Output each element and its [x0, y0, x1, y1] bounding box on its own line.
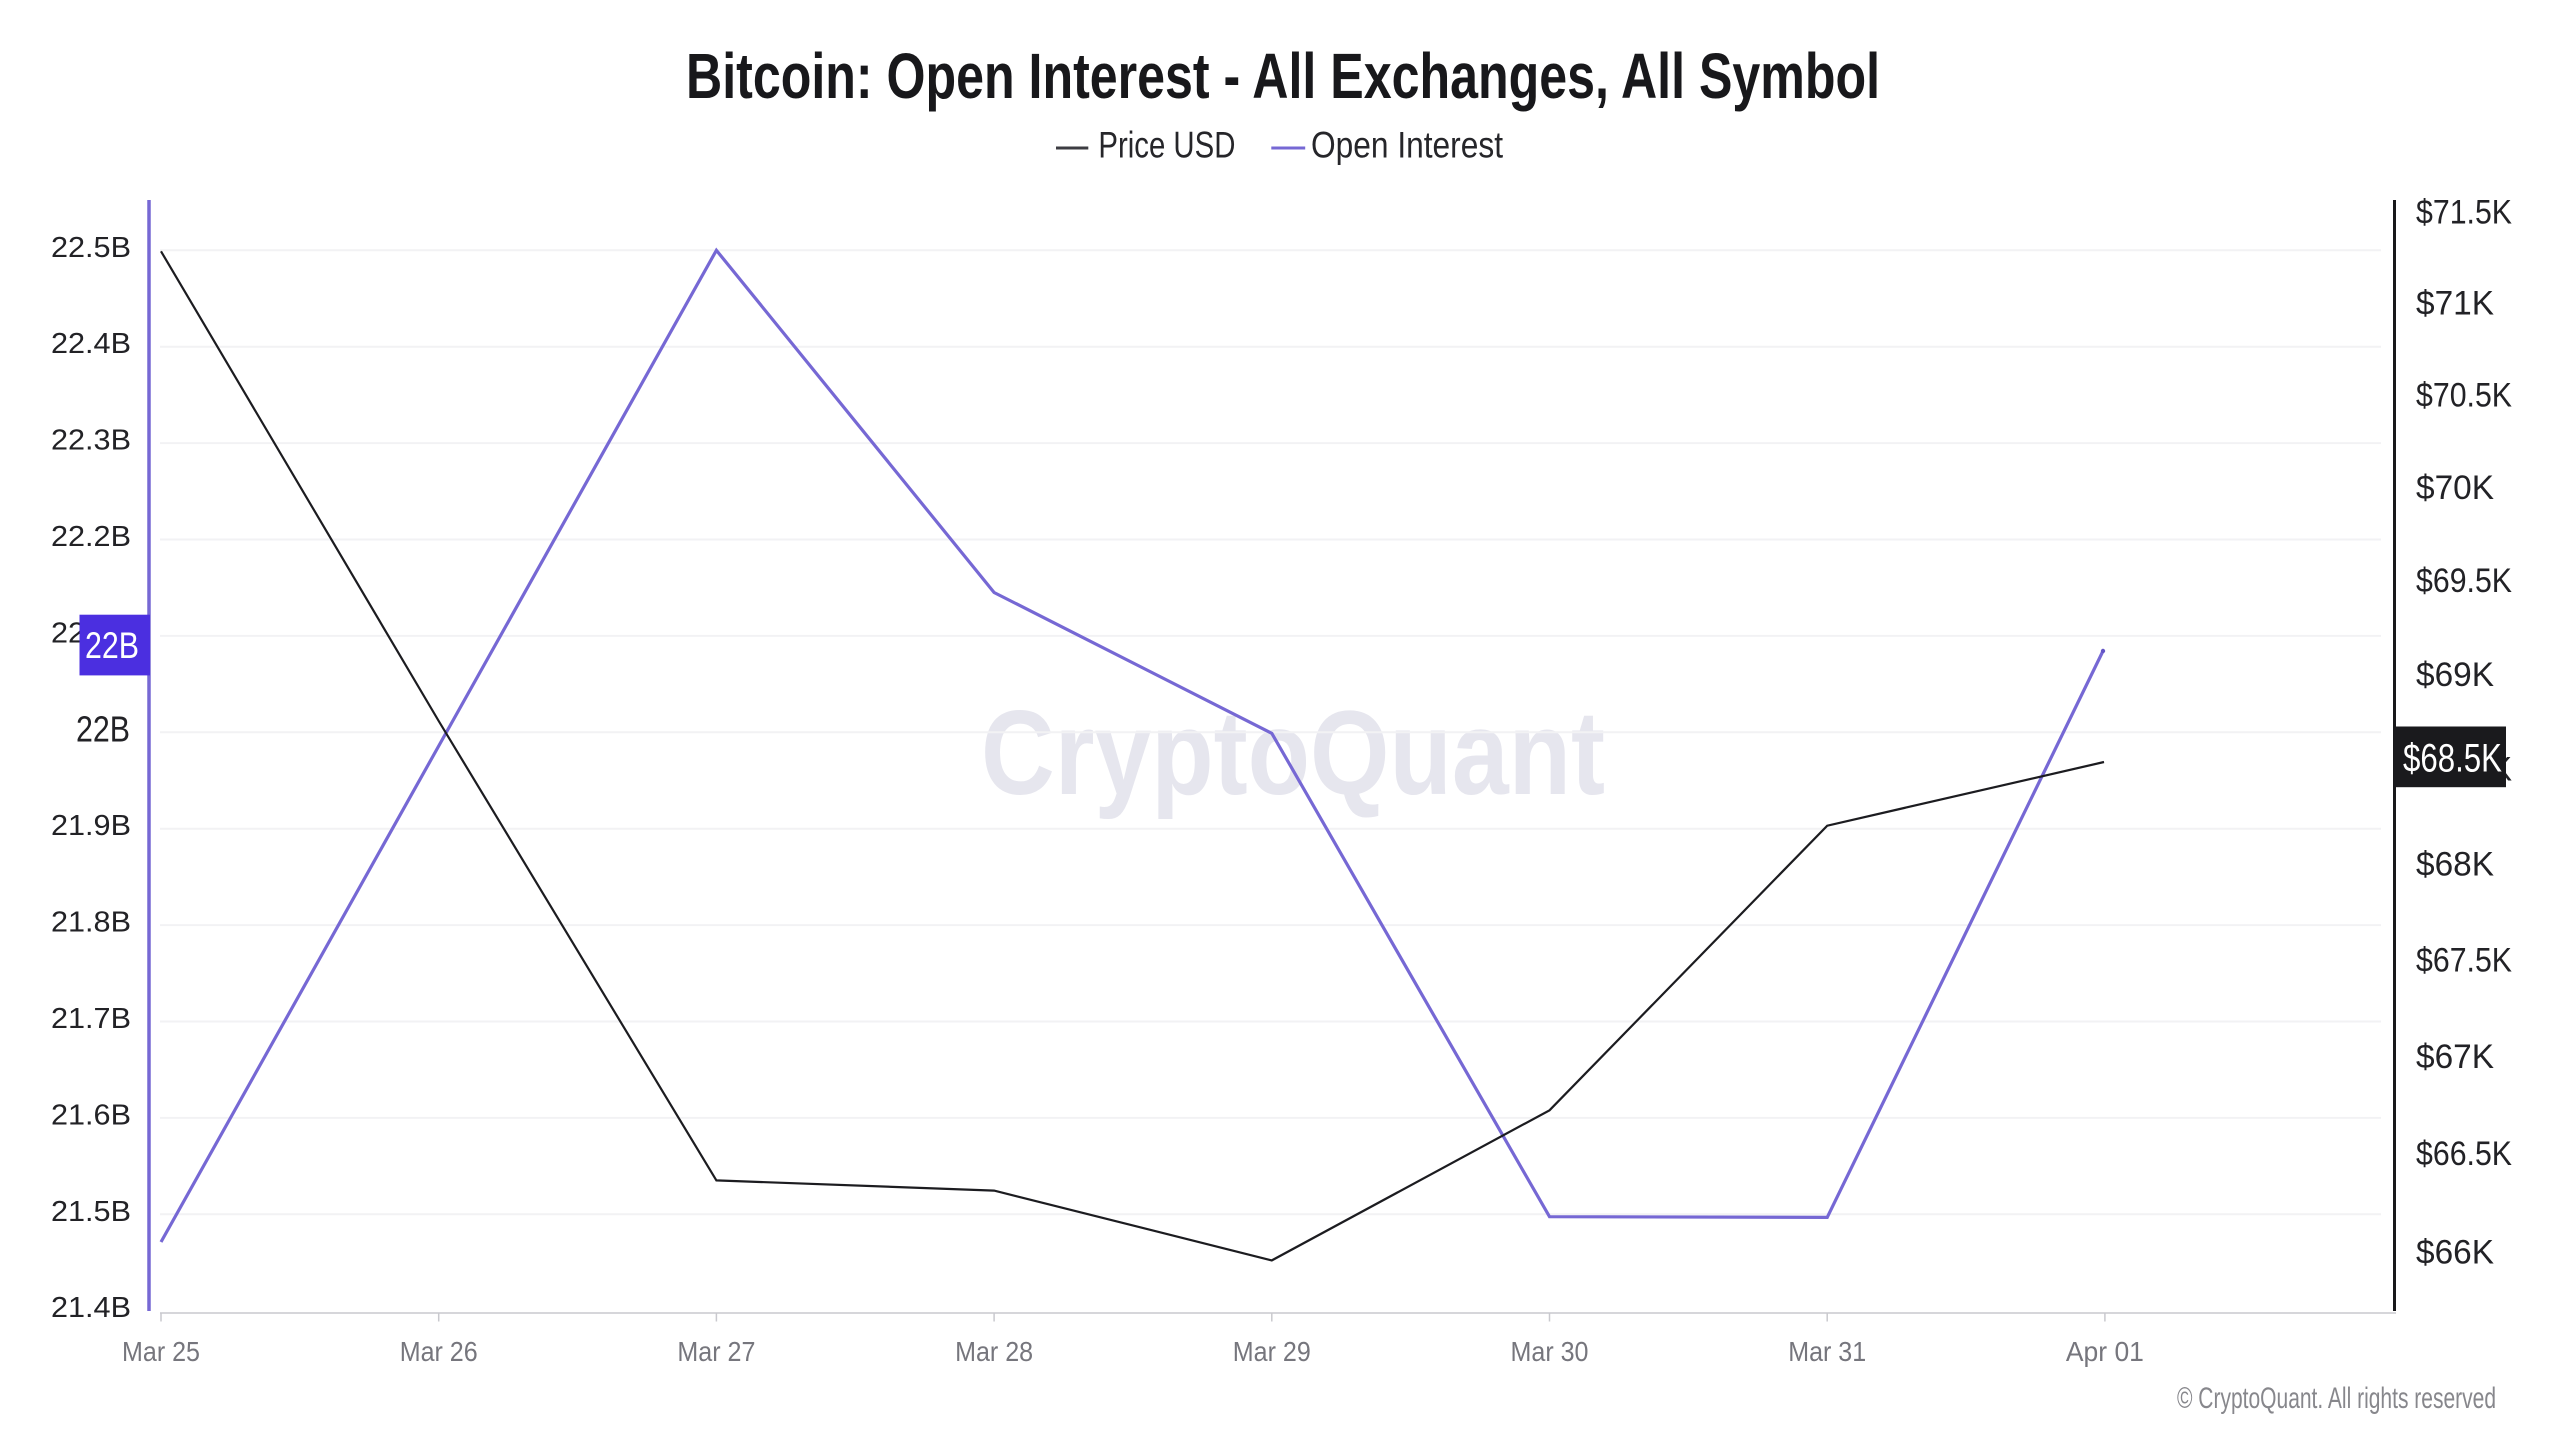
svg-text:$68.5K: $68.5K [2403, 736, 2502, 780]
svg-text:Price USD: Price USD [1098, 125, 1235, 166]
svg-text:Mar 25: Mar 25 [122, 1336, 200, 1367]
svg-text:21.4B: 21.4B [51, 1292, 131, 1324]
svg-text:$71.5K: $71.5K [2416, 193, 2512, 231]
svg-text:21.8B: 21.8B [51, 907, 131, 939]
svg-text:22.2B: 22.2B [51, 521, 131, 553]
svg-text:CryptoQuant: CryptoQuant [981, 686, 1605, 820]
svg-text:$71K: $71K [2416, 285, 2494, 323]
svg-text:Mar 30: Mar 30 [1511, 1336, 1589, 1367]
svg-text:Mar 28: Mar 28 [955, 1336, 1033, 1367]
svg-text:Mar 31: Mar 31 [1788, 1336, 1866, 1367]
svg-text:$68K: $68K [2416, 846, 2494, 884]
svg-text:22B: 22B [76, 708, 130, 749]
svg-text:21.6B: 21.6B [51, 1099, 131, 1131]
svg-text:Apr 01: Apr 01 [2066, 1336, 2144, 1367]
svg-text:$66.5K: $66.5K [2416, 1135, 2512, 1173]
svg-text:$70K: $70K [2416, 469, 2494, 507]
svg-text:21.7B: 21.7B [51, 1003, 131, 1035]
svg-text:21.5B: 21.5B [51, 1196, 131, 1228]
svg-text:© CryptoQuant. All rights rese: © CryptoQuant. All rights reserved [2177, 1382, 2496, 1415]
svg-text:21.9B: 21.9B [51, 810, 131, 842]
svg-text:Mar 29: Mar 29 [1233, 1336, 1311, 1367]
svg-text:22.4B: 22.4B [51, 328, 131, 360]
svg-text:$67K: $67K [2416, 1038, 2494, 1076]
svg-text:Bitcoin: Open Interest - All E: Bitcoin: Open Interest - All Exchanges, … [686, 40, 1880, 112]
svg-text:$66K: $66K [2416, 1233, 2494, 1271]
svg-text:$70.5K: $70.5K [2416, 376, 2512, 414]
svg-text:22B: 22B [85, 625, 139, 666]
svg-text:$67.5K: $67.5K [2416, 941, 2512, 979]
svg-text:22.5B: 22.5B [51, 232, 131, 264]
svg-text:Mar 27: Mar 27 [677, 1336, 755, 1367]
svg-text:22.3B: 22.3B [51, 425, 131, 457]
svg-text:$69K: $69K [2416, 656, 2494, 694]
svg-text:$69.5K: $69.5K [2416, 562, 2512, 600]
svg-text:Open Interest: Open Interest [1311, 125, 1504, 166]
svg-text:Mar 26: Mar 26 [400, 1336, 478, 1367]
